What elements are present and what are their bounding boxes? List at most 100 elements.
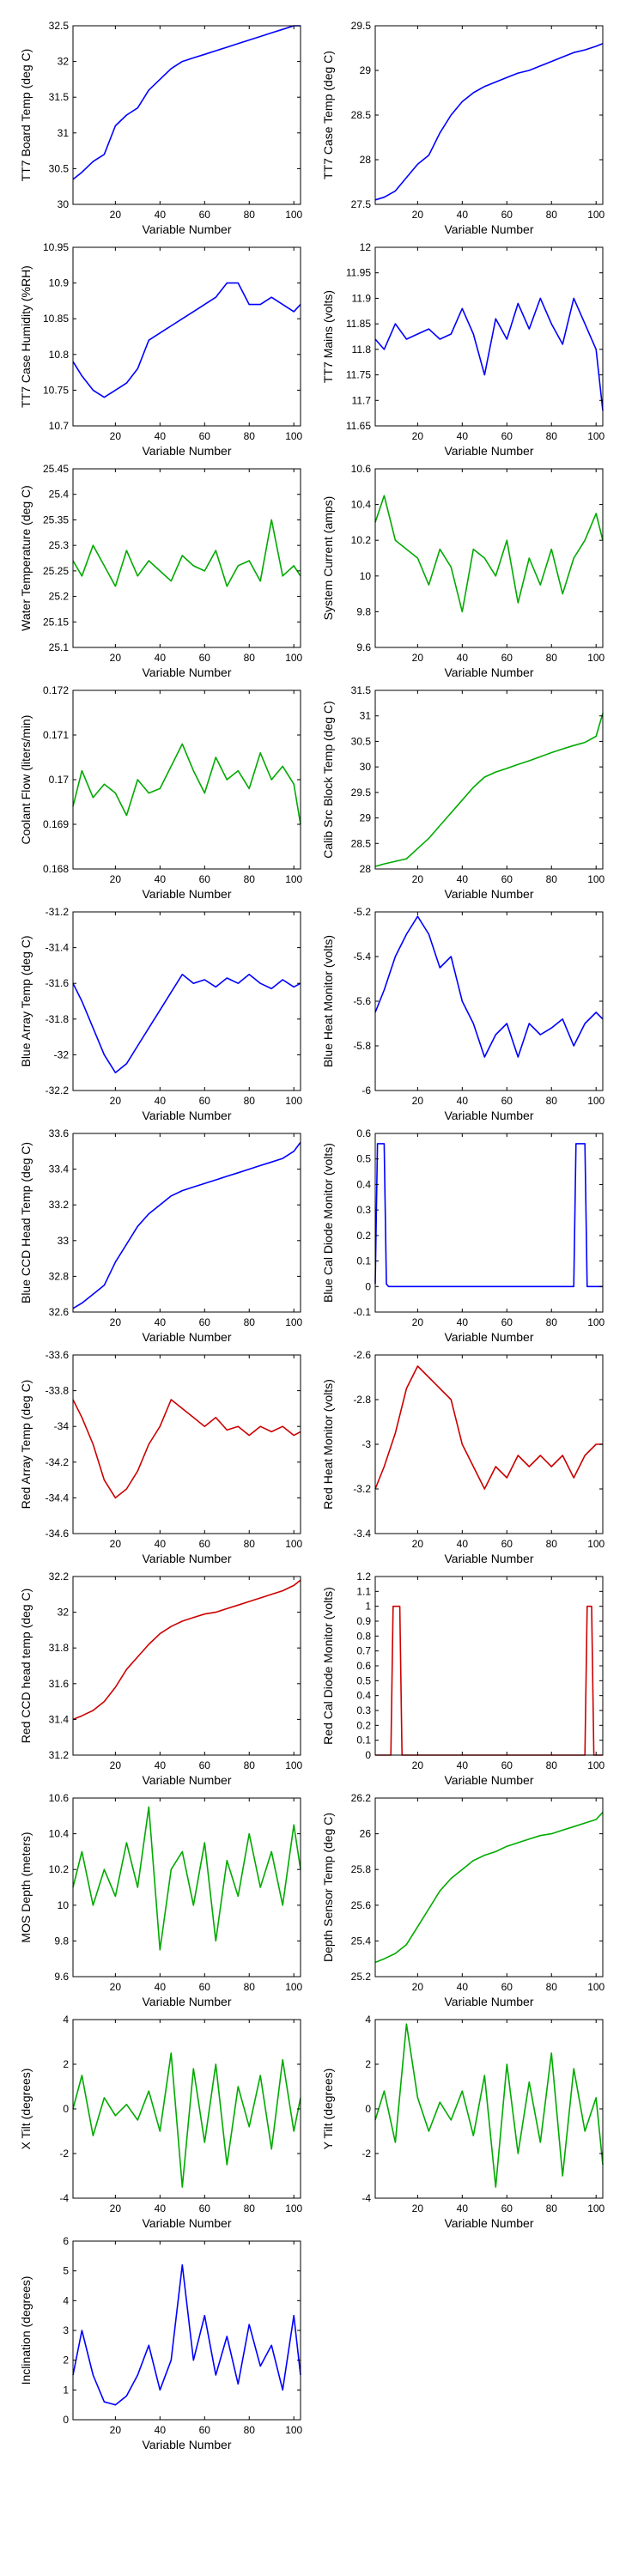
y-tick-label-19-3: 2 (365, 2058, 371, 2070)
axes-frame-7 (374, 690, 604, 870)
y-tick-label-7-1: 28.5 (351, 837, 372, 849)
y-tick-label-6-1: 0.169 (43, 818, 69, 830)
x-tick-label-20-1: 40 (155, 2424, 167, 2436)
x-tick-label-20-2: 60 (199, 2424, 211, 2436)
chart-panel-13: 20 40 60 80 100 -3.4 -3.2 -3 -2.8 -2.6 Variable Nu… (321, 1349, 605, 1565)
y-tick-label-14-4: 32 (58, 1607, 70, 1619)
chart-panel-17: 20 40 60 80 100 25.2 25.4 25.6 25.8 26 26.2 Variabl… (321, 1792, 605, 2008)
x-tick-label-6-3: 80 (244, 873, 256, 885)
x-tick-label-18-2: 60 (199, 2202, 211, 2215)
x-tick-label-19-2: 60 (501, 2202, 513, 2215)
y-tick-label-15-5: 0.5 (356, 1674, 371, 1686)
x-tick-label-0-3: 80 (244, 209, 256, 221)
x-tick-label-17-1: 40 (457, 1981, 469, 1993)
x-axis-label-0: Variable Number (142, 222, 231, 236)
x-axis-label-19: Variable Number (444, 2216, 533, 2230)
x-tick-label-4-4: 100 (285, 652, 302, 664)
y-axis-label-12: Red Array Temp (deg C) (19, 1380, 33, 1510)
x-axis-label-7: Variable Number (444, 887, 533, 901)
y-tick-label-11-6: 0.5 (356, 1153, 371, 1165)
chart-panel-8: 20 40 60 80 100 -32.2 -32 -31.8 -31.6 -31.4 -31.2 V… (19, 906, 303, 1122)
x-tick-label-19-0: 20 (412, 2202, 424, 2215)
y-tick-label-15-6: 0.6 (356, 1660, 371, 1672)
chart-panel-19: 20 40 60 80 100 -4 -2 0 2 4 Variable Number Y Tilt … (321, 2014, 605, 2230)
y-tick-label-8-2: -31.8 (46, 1013, 70, 1025)
y-tick-label-9-0: -6 (361, 1084, 371, 1097)
series-line-20-0 (72, 2263, 301, 2406)
y-tick-label-17-2: 25.6 (351, 1899, 372, 1911)
axes-frame-11 (374, 1133, 604, 1313)
x-tick-label-11-0: 20 (412, 1316, 424, 1328)
y-tick-label-14-5: 32.2 (49, 1571, 70, 1583)
x-tick-label-8-3: 80 (244, 1095, 256, 1107)
y-tick-label-15-7: 0.7 (356, 1645, 371, 1657)
axes-frame-8 (72, 911, 301, 1091)
series-line-2-0 (72, 282, 301, 398)
series-line-19-0 (374, 2023, 604, 2188)
y-tick-label-4-4: 25.3 (49, 539, 70, 551)
y-tick-label-20-5: 5 (63, 2265, 69, 2277)
x-tick-label-0-0: 20 (110, 209, 122, 221)
y-tick-label-15-4: 0.4 (356, 1690, 371, 1702)
y-tick-label-8-1: -32 (54, 1048, 70, 1060)
x-tick-label-5-1: 40 (457, 652, 469, 664)
chart-panel-2: 20 40 60 80 100 10.7 10.75 10.8 10.85 10.9 10.95 Va… (19, 241, 303, 458)
y-tick-label-14-0: 31.2 (49, 1749, 70, 1761)
x-axis-label-20: Variable Number (142, 2438, 231, 2451)
x-tick-label-16-0: 20 (110, 1981, 122, 1993)
y-tick-label-12-4: -33.8 (46, 1385, 70, 1397)
x-tick-label-15-1: 40 (457, 1759, 469, 1771)
x-tick-label-6-4: 100 (285, 873, 302, 885)
y-tick-label-8-0: -32.2 (46, 1084, 70, 1097)
x-axis-label-13: Variable Number (444, 1552, 533, 1565)
x-tick-label-5-4: 100 (587, 652, 605, 664)
y-tick-label-2-3: 10.85 (43, 313, 69, 325)
y-tick-label-1-2: 28.5 (351, 109, 372, 121)
y-tick-label-4-1: 25.15 (43, 616, 69, 628)
y-axis-label-20: Inclination (degrees) (19, 2276, 33, 2385)
x-axis-label-11: Variable Number (444, 1330, 533, 1344)
y-tick-label-11-4: 0.3 (356, 1204, 371, 1216)
y-tick-label-4-0: 25.1 (49, 641, 70, 653)
y-axis-label-19: Y Tilt (degrees) (321, 2069, 335, 2150)
y-tick-label-2-4: 10.9 (49, 277, 70, 289)
x-axis-label-1: Variable Number (444, 222, 533, 236)
series-line-3-0 (374, 297, 604, 411)
y-tick-label-18-2: 0 (63, 2103, 69, 2115)
x-tick-label-12-0: 20 (110, 1538, 122, 1550)
y-tick-label-10-0: 32.6 (49, 1306, 70, 1318)
x-tick-label-11-4: 100 (587, 1316, 605, 1328)
x-tick-label-14-0: 20 (110, 1759, 122, 1771)
y-axis-label-16: MOS Depth (meters) (19, 1832, 33, 1942)
axes-frame-20 (72, 2240, 301, 2421)
y-tick-label-4-2: 25.2 (49, 591, 70, 603)
x-tick-label-14-4: 100 (285, 1759, 302, 1771)
x-tick-label-18-3: 80 (244, 2202, 256, 2215)
x-tick-label-1-1: 40 (457, 209, 469, 221)
y-tick-label-20-1: 1 (63, 2384, 69, 2396)
y-tick-label-11-5: 0.4 (356, 1178, 371, 1190)
y-axis-label-8: Blue Array Temp (deg C) (19, 935, 33, 1066)
axes-frame-10 (72, 1133, 301, 1313)
y-tick-label-9-2: -5.6 (353, 995, 371, 1007)
series-line-8-0 (72, 974, 301, 1073)
x-tick-label-9-3: 80 (546, 1095, 558, 1107)
x-tick-label-7-3: 80 (546, 873, 558, 885)
x-tick-label-7-4: 100 (587, 873, 605, 885)
y-tick-label-2-5: 10.95 (43, 241, 69, 253)
x-tick-label-8-2: 60 (199, 1095, 211, 1107)
y-tick-label-0-0: 30 (58, 198, 70, 210)
chart-panel-12: 20 40 60 80 100 -34.6 -34.4 -34.2 -34 -33.8 -33.6 V… (19, 1349, 303, 1565)
y-tick-label-0-3: 31.5 (49, 91, 70, 103)
y-tick-label-7-6: 31 (360, 710, 372, 722)
series-line-13-0 (374, 1365, 603, 1490)
x-tick-label-11-2: 60 (501, 1316, 513, 1328)
axes-frame-1 (374, 25, 604, 205)
y-tick-label-17-5: 26.2 (351, 1792, 372, 1804)
y-tick-label-3-1: 11.7 (352, 394, 372, 406)
x-tick-label-10-2: 60 (199, 1316, 211, 1328)
chart-panel-1: 20 40 60 80 100 27.5 28 28.5 29 29.5 Variable Numb… (321, 20, 605, 236)
y-tick-label-13-2: -3 (361, 1438, 371, 1450)
chart-panel-14: 20 40 60 80 100 31.2 31.4 31.6 31.8 32 32.2 Variabl… (19, 1571, 303, 1787)
y-axis-label-13: Red Heat Monitor (volts) (321, 1379, 335, 1510)
